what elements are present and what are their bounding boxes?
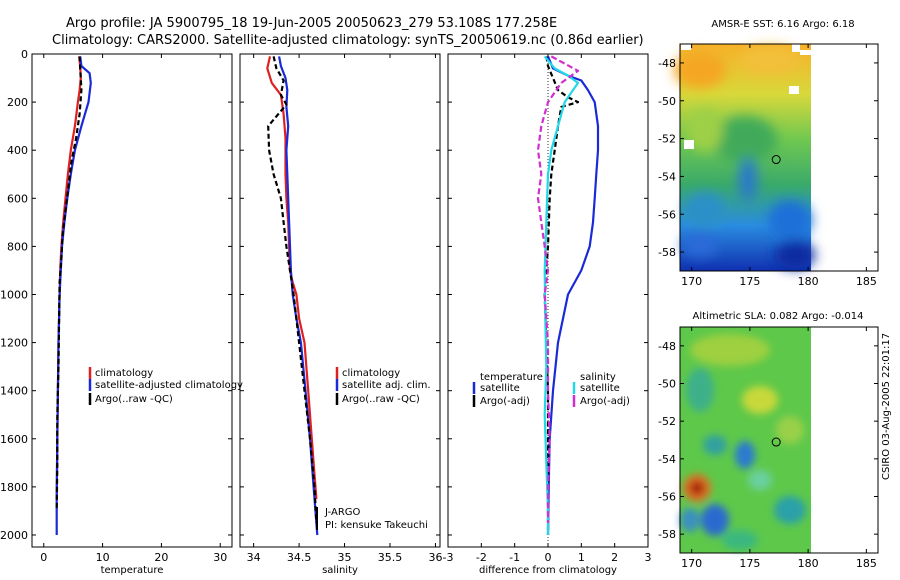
x-tick-label: 35.5: [378, 551, 403, 564]
y-tick-label: 400: [7, 144, 28, 157]
map-frame: [679, 326, 879, 554]
x-tick-label: 170: [681, 275, 702, 288]
legend-entry: Argo(..raw -QC): [95, 394, 173, 405]
legend-entry: satellite-adjusted climatology: [95, 380, 243, 391]
header-title-line1: Argo profile: JA 5900795_18 19-Jun-2005 …: [66, 16, 557, 31]
x-axis-label: temperature: [101, 565, 164, 576]
argo-location-marker: [771, 437, 781, 447]
legend-entry: Argo(-adj): [480, 396, 530, 407]
legend-title: salinity: [580, 372, 616, 383]
x-axis-label: salinity: [322, 565, 358, 576]
y-tick-label: -58: [658, 528, 676, 541]
x-tick-label: 175: [739, 275, 760, 288]
x-tick-label: 170: [681, 557, 702, 570]
legend-entry: satellite: [580, 383, 620, 394]
series-line-temperature-satellite: [546, 55, 600, 536]
sla-heatmap-image: [680, 327, 811, 553]
annotation-text: PI: kensuke Takeuchi: [325, 520, 428, 531]
x-tick-label: 3: [645, 551, 652, 564]
x-tick-label: 180: [798, 275, 819, 288]
y-tick-label: -50: [658, 378, 676, 391]
y-tick-label: -50: [658, 95, 676, 108]
legend-entry: climatology: [342, 368, 400, 379]
argo-location-marker: [771, 155, 781, 165]
salinity-profile-panel: 34 34.5 35 35.5 36 salinity climatologysatelli…: [239, 53, 442, 576]
sla-map-panel: Altimetric SLA: 0.082 Argo: -0.014 170 17…: [658, 311, 879, 570]
header-title-line2: Climatology: CARS2000. Satellite-adjuste…: [52, 33, 644, 48]
x-tick-label: 180: [798, 557, 819, 570]
side-credit-note: CSIRO 03-Aug-2005 22:01:17: [881, 333, 892, 480]
annotation-text: J-ARGO: [324, 507, 361, 518]
y-tick-label: -56: [658, 491, 676, 504]
x-tick-label: 1: [578, 551, 585, 564]
y-tick-label: 1000: [0, 288, 28, 301]
x-tick-label: 185: [856, 275, 877, 288]
series-line-argo-raw-qc-: [55, 56, 83, 511]
x-tick-label: 30: [213, 551, 227, 564]
x-tick-label: -1: [509, 551, 520, 564]
legend-entry: Argo(..raw -QC): [342, 394, 420, 405]
x-tick-label: -2: [476, 551, 487, 564]
x-tick-label: 20: [154, 551, 168, 564]
sst-map-title: AMSR-E SST: 6.16 Argo: 6.18: [711, 19, 854, 30]
x-tick-label: -3: [443, 551, 454, 564]
x-tick-label: 35: [338, 551, 352, 564]
y-tick-label: -54: [658, 170, 676, 183]
x-tick-label: 185: [856, 557, 877, 570]
series-line-argo-raw-qc-: [267, 56, 318, 524]
sla-map-title: Altimetric SLA: 0.082 Argo: -0.014: [693, 311, 864, 322]
legend-entry: satellite: [480, 383, 520, 394]
y-tick-label: 1400: [0, 385, 28, 398]
x-tick-label: 34.5: [287, 551, 312, 564]
x-tick-label: 34: [247, 551, 261, 564]
y-tick-label: -56: [658, 208, 676, 221]
difference-profile-panel: -3 -2 -1 0 1 2 3 difference from climatology tem…: [443, 53, 652, 576]
series-line-salinity-satellite: [543, 55, 580, 535]
sst-map-panel: AMSR-E SST: 6.16 Argo: 6.18 170 175 180 185…: [658, 19, 879, 288]
x-tick-label: 0: [545, 551, 552, 564]
y-tick-label: 800: [7, 240, 28, 253]
y-tick-label: -48: [658, 57, 676, 70]
x-tick-label: 10: [96, 551, 110, 564]
x-tick-label: 175: [739, 557, 760, 570]
x-axis-label: difference from climatology: [479, 565, 617, 576]
map-frame: [679, 43, 879, 272]
series-line-salinity-argo-adj-: [536, 55, 580, 523]
y-tick-label: 600: [7, 192, 28, 205]
sst-heatmap-image: [674, 44, 815, 271]
y-tick-label: -54: [658, 453, 676, 466]
plot-frame: [31, 53, 233, 548]
y-tick-label: -48: [658, 340, 676, 353]
y-tick-label: 200: [7, 96, 28, 109]
legend-entry: climatology: [95, 368, 153, 379]
y-tick-label: -58: [658, 246, 676, 259]
temperature-profile-panel: 0 200 400 600 800 1000 1200 1400 1600 1800 2000 0 10…: [0, 48, 243, 576]
legend-title: temperature: [480, 372, 543, 383]
y-tick-label: 2000: [0, 529, 28, 542]
legend-entry: satellite adj. clim.: [342, 380, 431, 391]
y-tick-label: 1600: [0, 433, 28, 446]
x-tick-label: 0: [40, 551, 47, 564]
y-tick-label: 0: [21, 48, 28, 61]
plot-frame: [239, 53, 441, 548]
y-tick-label: -52: [658, 415, 676, 428]
y-tick-label: -52: [658, 133, 676, 146]
y-tick-label: 1200: [0, 337, 28, 350]
legend-entry: Argo(-adj): [580, 396, 630, 407]
x-tick-label: 2: [611, 551, 618, 564]
x-tick-label: 36: [428, 551, 442, 564]
y-tick-label: 1800: [0, 481, 28, 494]
